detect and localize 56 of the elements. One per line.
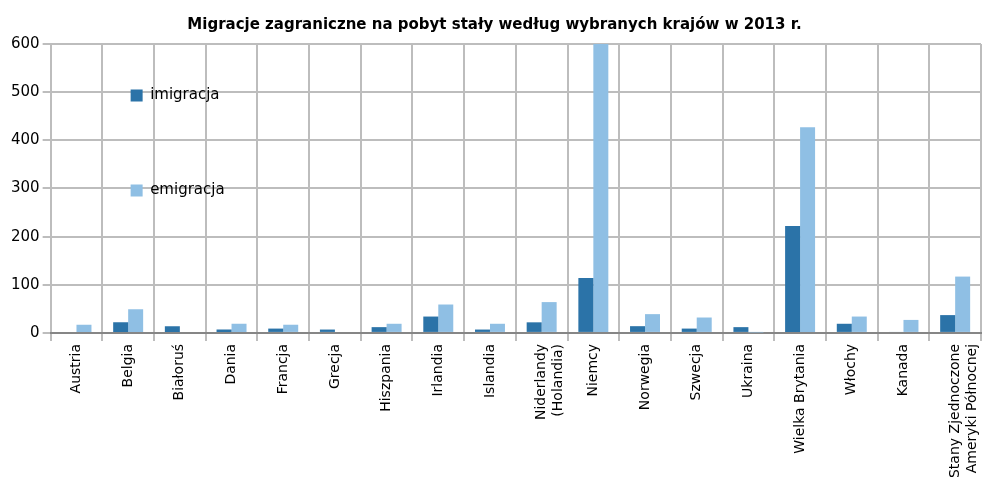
x-tick-label: Stany Zjednoczone Ameryki Północnej bbox=[945, 343, 979, 479]
bar bbox=[578, 278, 594, 332]
x-tick-label: Norwegia bbox=[635, 343, 652, 411]
x-tick-label: Niderlandy (Holandia) bbox=[532, 343, 566, 421]
bar bbox=[423, 316, 439, 332]
bar bbox=[526, 322, 542, 332]
bar bbox=[489, 323, 505, 332]
legend-label: imigracja bbox=[150, 85, 220, 104]
bar bbox=[645, 314, 661, 332]
bar bbox=[940, 315, 956, 332]
bar bbox=[283, 324, 299, 332]
y-tick-label: 600 bbox=[10, 33, 40, 52]
x-tick-label: Belgia bbox=[118, 343, 135, 388]
bar bbox=[696, 317, 712, 332]
bar bbox=[371, 327, 387, 332]
x-tick-label: Austria bbox=[67, 343, 84, 394]
x-tick-label: Hiszpania bbox=[377, 343, 394, 412]
bar bbox=[785, 226, 801, 332]
chart-title: Migracje zagraniczne na pobyt stały według wybranych krajów w 2013 r. bbox=[187, 14, 802, 33]
x-tick-label: Szwecja bbox=[687, 343, 704, 401]
bar bbox=[955, 276, 971, 332]
bar bbox=[438, 304, 454, 332]
x-tick-label: Włochy bbox=[842, 343, 859, 396]
bar bbox=[630, 326, 646, 332]
y-tick-label: 0 bbox=[30, 322, 40, 341]
legend-label: emigracja bbox=[150, 180, 225, 199]
x-tick-label: Niemcy bbox=[583, 343, 600, 397]
bar bbox=[800, 127, 816, 332]
x-tick-label: Białoruś bbox=[170, 343, 187, 401]
x-tick-label: Irlandia bbox=[428, 343, 445, 397]
bar bbox=[268, 328, 284, 332]
bar bbox=[386, 323, 402, 332]
bar bbox=[903, 319, 919, 332]
bar bbox=[681, 328, 697, 332]
bar bbox=[76, 324, 92, 332]
bar bbox=[164, 326, 180, 332]
y-tick-label: 400 bbox=[10, 130, 40, 149]
x-tick-label: Dania bbox=[222, 343, 239, 385]
y-tick-label: 200 bbox=[10, 226, 40, 245]
bar bbox=[231, 323, 247, 332]
bar bbox=[593, 44, 609, 332]
y-tick-label: 100 bbox=[10, 274, 40, 293]
bar bbox=[128, 309, 144, 332]
x-tick-label: Kanada bbox=[894, 343, 911, 397]
x-tick-label: Wielka Brytania bbox=[790, 343, 807, 454]
bar bbox=[733, 327, 749, 332]
x-tick-label: Islandia bbox=[480, 343, 497, 399]
x-tick-label: Ukraina bbox=[739, 343, 756, 398]
bar bbox=[851, 316, 867, 332]
bar bbox=[113, 322, 129, 332]
y-tick-label: 500 bbox=[10, 82, 40, 101]
x-tick-label: Francja bbox=[273, 343, 290, 395]
x-tick-label: Grecja bbox=[325, 343, 342, 389]
bar bbox=[836, 323, 852, 332]
bar bbox=[541, 302, 557, 332]
y-tick-label: 300 bbox=[10, 178, 40, 197]
